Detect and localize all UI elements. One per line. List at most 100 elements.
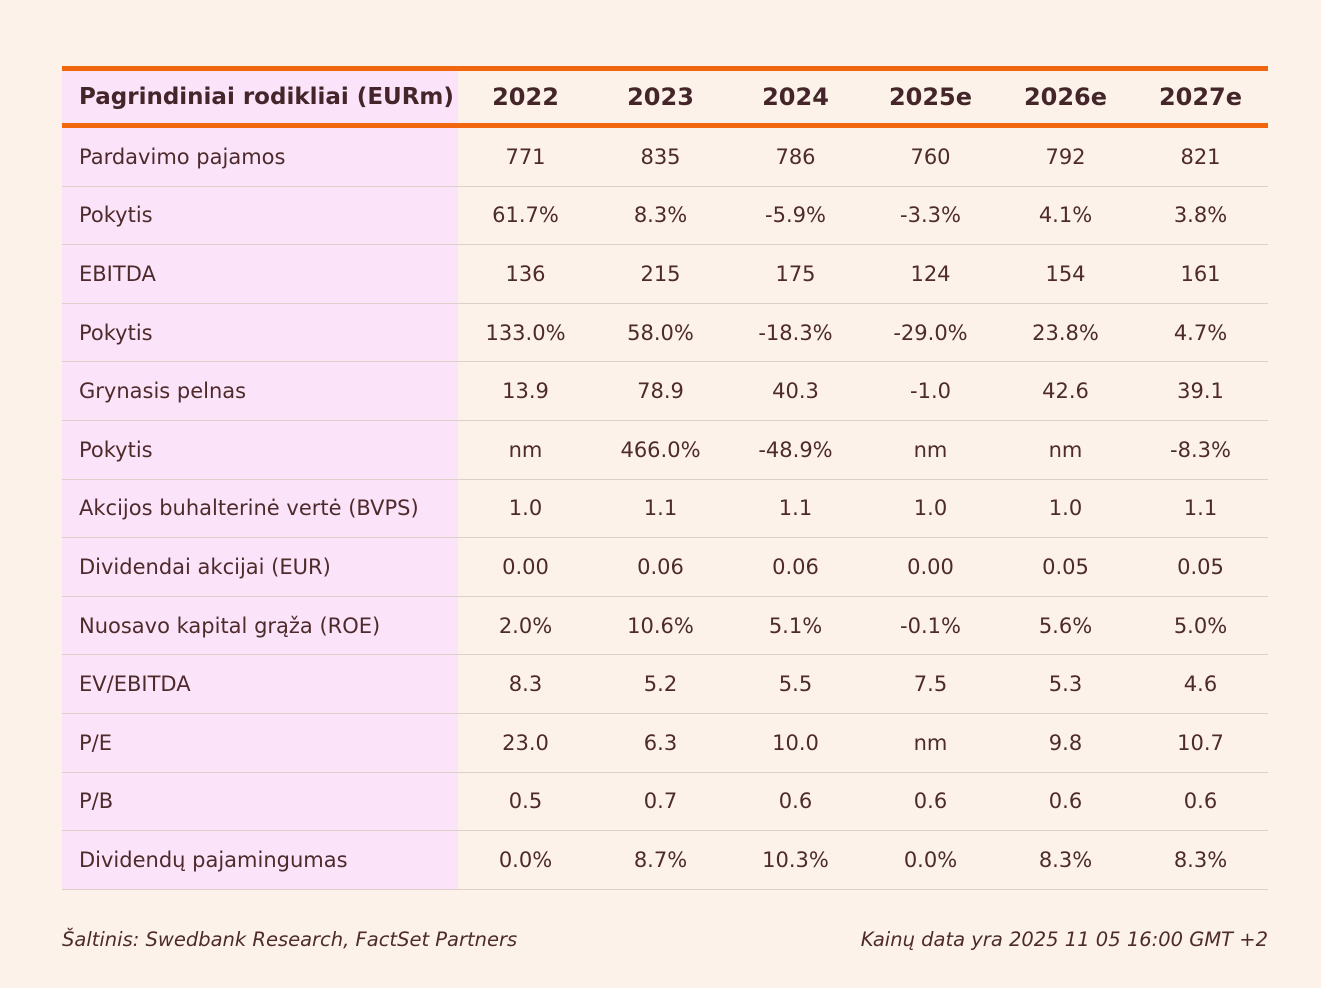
cell-value: 0.6 — [1183, 789, 1218, 814]
cell-value: 1.1 — [643, 496, 678, 521]
table-row: Nuosavo kapital grąža (ROE) 2.0% 10.6% 5… — [62, 596, 1268, 656]
cell-value: 0.7 — [643, 789, 678, 814]
cell-value: 4.1% — [1038, 203, 1093, 228]
cell-value: 9.8 — [1048, 730, 1083, 755]
table-title: Pagrindiniai rodikliai (EURm) — [62, 71, 458, 123]
table-row: Pokytis nm 466.0% -48.9% nm nm -8.3% — [62, 420, 1268, 480]
table-row: P/B 0.5 0.7 0.6 0.6 0.6 0.6 — [62, 772, 1268, 832]
row-label: Dividendų pajamingumas — [62, 831, 458, 889]
row-label: Pardavimo pajamos — [62, 128, 458, 186]
table-row: EV/EBITDA 8.3 5.2 5.5 7.5 5.3 4.6 — [62, 655, 1268, 714]
cell-value: 771 — [505, 144, 546, 169]
cell-value: 0.06 — [772, 554, 819, 579]
cell-value: 0.05 — [1177, 554, 1224, 579]
column-header-2023: 2023 — [627, 83, 694, 111]
table-row: Dividendų pajamingumas 0.0% 8.7% 10.3% 0… — [62, 831, 1268, 890]
cell-value: 13.9 — [502, 379, 549, 404]
cell-value: 821 — [1180, 144, 1221, 169]
table-row: Pardavimo pajamos 771 835 786 760 792 82… — [62, 128, 1268, 187]
cell-value: -48.9% — [758, 437, 833, 462]
cell-value: 4.6 — [1183, 672, 1218, 697]
cell-value: 1.1 — [778, 496, 813, 521]
row-label: EV/EBITDA — [62, 655, 458, 713]
cell-value: 792 — [1045, 144, 1086, 169]
cell-value: 23.0 — [502, 730, 549, 755]
cell-value: 10.3% — [762, 847, 829, 872]
cell-value: 1.0 — [913, 496, 948, 521]
cell-value: 23.8% — [1032, 320, 1099, 345]
row-label: EBITDA — [62, 245, 458, 303]
table-row: P/E 23.0 6.3 10.0 nm 9.8 10.7 — [62, 713, 1268, 773]
cell-value: 5.0% — [1173, 613, 1228, 638]
cell-value: 6.3 — [643, 730, 678, 755]
cell-value: 1.0 — [1048, 496, 1083, 521]
cell-value: 0.06 — [637, 554, 684, 579]
column-header-2025e: 2025e — [888, 83, 973, 111]
key-figures-table: Pagrindiniai rodikliai (EURm) 2022 2023 … — [62, 66, 1268, 890]
table-footnotes: Šaltinis: Swedbank Research, FactSet Par… — [62, 928, 1268, 951]
cell-value: 760 — [910, 144, 951, 169]
cell-value: 42.6 — [1042, 379, 1089, 404]
row-label: Dividendai akcijai (EUR) — [62, 538, 458, 596]
price-date-note: Kainų data yra 2025 11 05 16:00 GMT +2 — [860, 928, 1268, 951]
cell-value: 4.7% — [1173, 320, 1228, 345]
cell-value: 7.5 — [913, 672, 948, 697]
cell-value: 5.6% — [1038, 613, 1093, 638]
cell-value: -0.1% — [900, 613, 961, 638]
cell-value: nm — [508, 437, 543, 462]
column-header-2027e: 2027e — [1158, 83, 1243, 111]
cell-value: nm — [913, 437, 948, 462]
cell-value: 5.1% — [768, 613, 823, 638]
table-row: Dividendai akcijai (EUR) 0.00 0.06 0.06 … — [62, 538, 1268, 597]
cell-value: 0.6 — [1048, 789, 1083, 814]
cell-value: 5.2 — [643, 672, 678, 697]
cell-value: -3.3% — [900, 203, 961, 228]
cell-value: 2.0% — [498, 613, 553, 638]
cell-value: 0.00 — [907, 554, 954, 579]
cell-value: 0.05 — [1042, 554, 1089, 579]
cell-value: 0.0% — [498, 847, 553, 872]
cell-value: 124 — [910, 261, 951, 286]
cell-value: 786 — [775, 144, 816, 169]
cell-value: nm — [913, 730, 948, 755]
table-row: Grynasis pelnas 13.9 78.9 40.3 -1.0 42.6… — [62, 362, 1268, 421]
row-label: Pokytis — [62, 303, 458, 362]
cell-value: 58.0% — [627, 320, 694, 345]
cell-value: 39.1 — [1177, 379, 1224, 404]
cell-value: 10.6% — [627, 613, 694, 638]
column-header-2022: 2022 — [492, 83, 559, 111]
cell-value: 5.3 — [1048, 672, 1083, 697]
row-label: Grynasis pelnas — [62, 362, 458, 420]
cell-value: 8.3% — [1038, 847, 1093, 872]
source-note: Šaltinis: Swedbank Research, FactSet Par… — [62, 928, 518, 951]
row-label: Akcijos buhalterinė vertė (BVPS) — [62, 479, 458, 538]
table-row: Akcijos buhalterinė vertė (BVPS) 1.0 1.1… — [62, 479, 1268, 539]
table-row: EBITDA 136 215 175 124 154 161 — [62, 245, 1268, 304]
cell-value: -18.3% — [758, 320, 833, 345]
row-label: P/B — [62, 772, 458, 831]
cell-value: 136 — [505, 261, 546, 286]
cell-value: 0.0% — [903, 847, 958, 872]
cell-value: 835 — [640, 144, 681, 169]
cell-value: 466.0% — [620, 437, 701, 462]
cell-value: 1.1 — [1183, 496, 1218, 521]
cell-value: 3.8% — [1173, 203, 1228, 228]
table-row: Pokytis 61.7% 8.3% -5.9% -3.3% 4.1% 3.8% — [62, 186, 1268, 246]
row-label: Pokytis — [62, 186, 458, 245]
row-label: Pokytis — [62, 420, 458, 479]
cell-value: 78.9 — [637, 379, 684, 404]
cell-value: 133.0% — [485, 320, 566, 345]
cell-value: 154 — [1045, 261, 1086, 286]
cell-value: -1.0 — [910, 379, 951, 404]
row-label: Nuosavo kapital grąža (ROE) — [62, 596, 458, 655]
cell-value: 40.3 — [772, 379, 819, 404]
row-label: P/E — [62, 713, 458, 772]
cell-value: 161 — [1180, 261, 1221, 286]
table-row: Pokytis 133.0% 58.0% -18.3% -29.0% 23.8%… — [62, 303, 1268, 363]
cell-value: 0.6 — [778, 789, 813, 814]
cell-value: 8.3% — [633, 203, 688, 228]
column-header-2026e: 2026e — [1023, 83, 1108, 111]
cell-value: 61.7% — [492, 203, 559, 228]
cell-value: 10.0 — [772, 730, 819, 755]
